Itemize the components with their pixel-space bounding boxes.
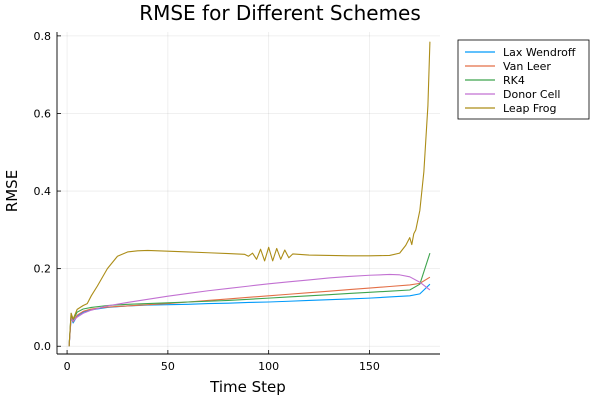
y-tick-label: 0.4 (34, 185, 52, 198)
y-tick-label: 0.8 (34, 30, 52, 43)
x-tick-label: 0 (64, 360, 71, 373)
y-tick-label: 0.0 (34, 340, 52, 353)
tick-labels: 0 50 100 150 0.0 0.2 0.4 0.6 0.8 (34, 30, 380, 373)
x-tick-label: 100 (258, 360, 279, 373)
legend-label-leap-frog: Leap Frog (503, 102, 556, 115)
series-line-donor-cell (68, 273, 431, 347)
x-tick-label: 150 (359, 360, 380, 373)
legend-label-lax-wendroff: Lax Wendroff (503, 46, 576, 59)
series-line-van-leer (68, 276, 431, 347)
y-tick-label: 0.6 (34, 107, 52, 120)
series-line-rk4 (68, 252, 431, 347)
grid (57, 32, 440, 354)
chart-title: RMSE for Different Schemes (139, 1, 421, 25)
legend-label-van-leer: Van Leer (503, 60, 551, 73)
legend-label-donor-cell: Donor Cell (503, 88, 560, 101)
x-tick-label: 50 (161, 360, 175, 373)
axes (56, 32, 440, 355)
legend-label-rk4: RK4 (503, 74, 525, 87)
y-axis-title: RMSE (3, 170, 21, 212)
x-axis-title: Time Step (209, 378, 286, 396)
series-line-lax-wendroff (68, 283, 431, 347)
y-tick-label: 0.2 (34, 263, 52, 276)
series-line-leap-frog (68, 41, 431, 347)
series-lines (68, 41, 431, 347)
